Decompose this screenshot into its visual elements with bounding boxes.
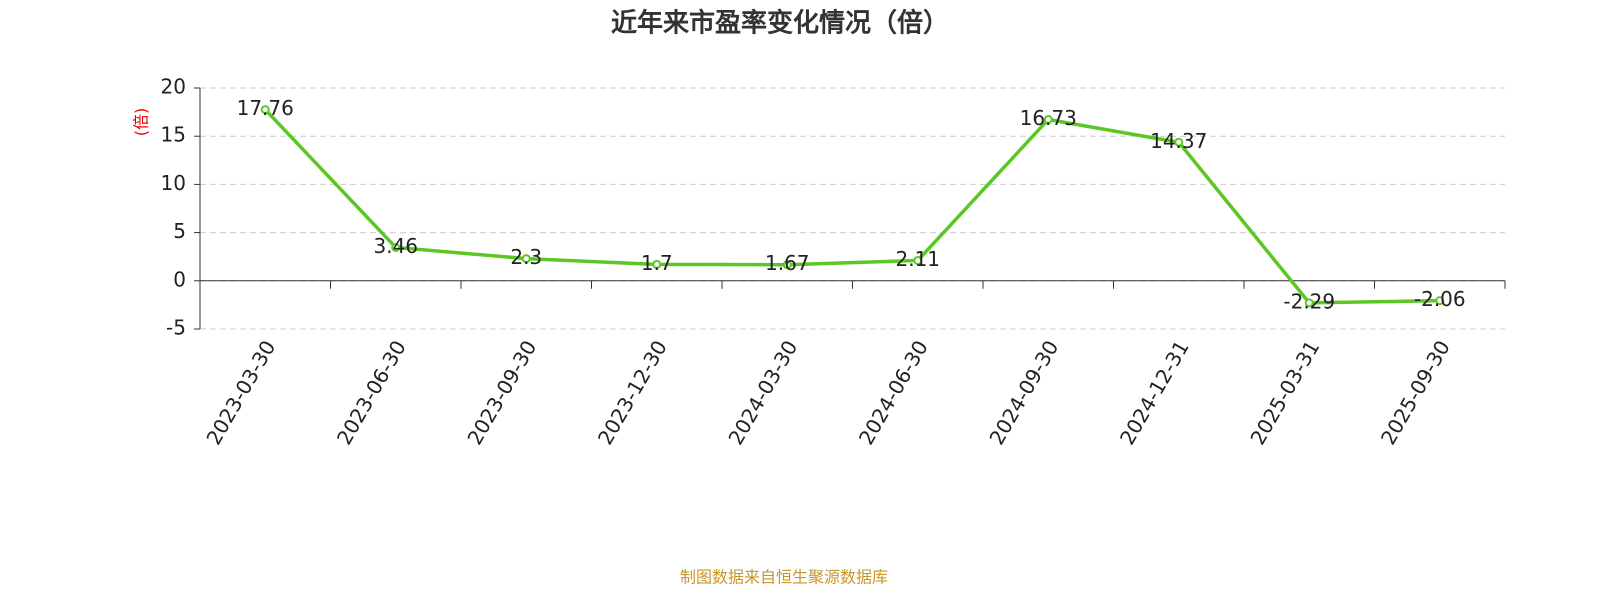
x-tick-label: 2025-03-31 xyxy=(1245,336,1324,449)
y-tick-label: 20 xyxy=(161,75,186,99)
y-tick-label: 5 xyxy=(173,219,186,243)
data-label: 3.46 xyxy=(373,234,418,258)
point xyxy=(521,254,531,264)
data-label: 17.76 xyxy=(237,96,294,120)
data-label: -2.29 xyxy=(1283,289,1335,313)
data-label: 1.7 xyxy=(641,251,673,275)
x-tick-label: 2024-03-30 xyxy=(723,336,802,449)
x-tick-label: 2024-12-31 xyxy=(1115,336,1194,449)
x-tick-label: 2024-09-30 xyxy=(984,336,1063,449)
chart-title: 近年来市盈率变化情况（倍） xyxy=(611,8,949,39)
data-label: 1.67 xyxy=(765,251,810,275)
y-tick-label: 10 xyxy=(161,171,186,195)
point xyxy=(1304,298,1314,308)
point xyxy=(913,255,923,265)
y-tick-label: -5 xyxy=(166,316,186,340)
data-label: 14.37 xyxy=(1150,129,1207,153)
line xyxy=(263,108,1440,305)
point xyxy=(652,259,662,269)
x-tick-label: 2025-09-30 xyxy=(1376,336,1455,449)
data-label: 2.11 xyxy=(895,247,940,271)
point xyxy=(1174,137,1184,147)
point xyxy=(1043,115,1053,125)
y-axis-label: (倍) xyxy=(132,108,151,137)
data-label: -2.06 xyxy=(1414,287,1466,311)
x-tick-label: 2023-06-30 xyxy=(332,336,411,449)
x-tick-label: 2024-06-30 xyxy=(854,336,933,449)
source-note: 制图数据来自恒生聚源数据库 xyxy=(680,568,888,587)
data-label: 2.3 xyxy=(510,245,542,269)
x-tick-label: 2023-03-30 xyxy=(201,336,280,449)
point xyxy=(782,260,792,270)
data-label: 16.73 xyxy=(1020,106,1077,130)
y-tick-label: 0 xyxy=(173,267,186,291)
point xyxy=(391,242,401,252)
x-tick-label: 2023-12-30 xyxy=(593,336,672,449)
x-tick-label: 2023-09-30 xyxy=(462,336,541,449)
point xyxy=(1435,296,1445,306)
y-tick-label: 15 xyxy=(161,123,186,147)
point xyxy=(260,105,270,115)
